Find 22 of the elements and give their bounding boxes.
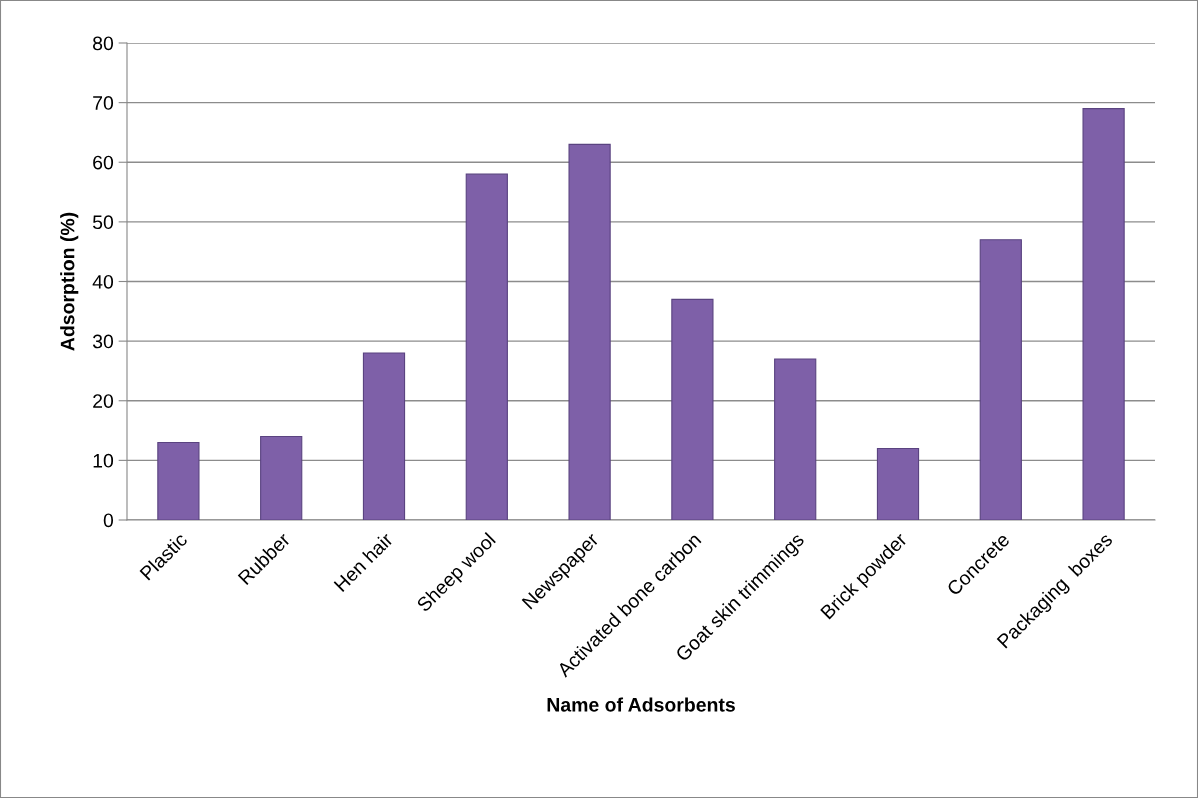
bar (1082, 108, 1125, 520)
y-tick-label: 70 (93, 96, 114, 110)
bar (362, 352, 406, 520)
y-tick-label: 80 (93, 36, 114, 51)
y-tick-label: 40 (92, 274, 114, 289)
bar (157, 441, 200, 520)
y-tick-label: 10 (93, 453, 114, 468)
bar (568, 143, 611, 520)
bar (671, 298, 714, 520)
x-axis-title: Name of Adsorbents (547, 697, 735, 712)
y-tick-label: 0 (103, 513, 114, 528)
y-tick-label: 60 (93, 155, 114, 170)
bar (774, 358, 817, 520)
bar (465, 173, 508, 520)
bar (876, 447, 920, 520)
bar (979, 239, 1022, 520)
x-tick-label: Hen hair (333, 531, 394, 593)
y-axis-title: Adsorption (%) (60, 212, 79, 351)
y-tick-label: 50 (92, 215, 114, 230)
y-tick-label: 20 (93, 394, 114, 408)
y-tick-label: 30 (92, 334, 114, 349)
bar (260, 435, 303, 520)
